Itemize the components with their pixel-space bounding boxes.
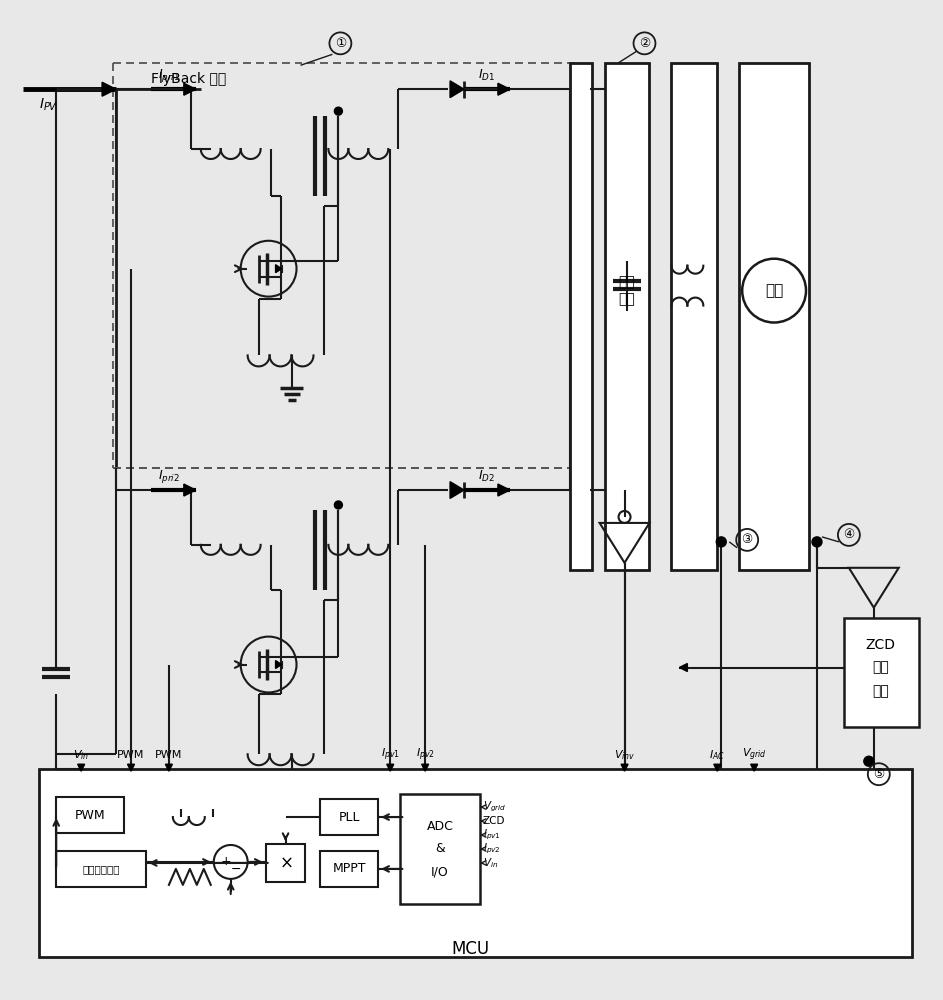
Text: ①: ①	[335, 37, 346, 50]
Text: PLL: PLL	[339, 811, 360, 824]
Polygon shape	[679, 664, 687, 671]
Text: ④: ④	[843, 528, 854, 541]
Polygon shape	[714, 764, 720, 771]
Polygon shape	[77, 764, 85, 771]
Text: I/O: I/O	[431, 865, 449, 878]
Text: $\times$: $\times$	[279, 854, 292, 872]
Text: $I_{pv2}$: $I_{pv2}$	[483, 842, 501, 856]
Polygon shape	[621, 764, 628, 771]
Text: $I_{pri1}$: $I_{pri1}$	[157, 67, 180, 84]
Text: PWM: PWM	[117, 750, 144, 760]
Polygon shape	[102, 82, 116, 96]
Bar	[671, 63, 718, 570]
Text: ADC: ADC	[426, 820, 454, 833]
Bar	[57, 851, 146, 887]
Text: $I_{pv1}$: $I_{pv1}$	[381, 747, 400, 763]
Text: ⑤: ⑤	[873, 768, 885, 781]
Text: ZCD: ZCD	[483, 816, 505, 826]
Polygon shape	[751, 764, 757, 771]
Circle shape	[864, 756, 874, 766]
Polygon shape	[275, 265, 282, 273]
Text: $I_{pv2}$: $I_{pv2}$	[416, 747, 435, 763]
Text: $I_{PV}$: $I_{PV}$	[40, 97, 58, 113]
Text: MPPT: MPPT	[333, 862, 366, 875]
Bar	[57, 797, 124, 833]
Text: 过零: 过零	[872, 661, 889, 675]
Text: 比例积分控制: 比例积分控制	[82, 864, 120, 874]
Text: $I_{AC}$: $I_{AC}$	[709, 748, 725, 762]
Polygon shape	[184, 83, 196, 95]
Text: 检测: 检测	[872, 684, 889, 698]
Polygon shape	[165, 764, 173, 771]
Bar	[570, 63, 591, 570]
Text: $V_{in}$: $V_{in}$	[73, 748, 90, 762]
Polygon shape	[498, 83, 510, 95]
Bar	[844, 618, 918, 727]
Circle shape	[812, 537, 822, 547]
Bar	[266, 844, 306, 882]
Polygon shape	[450, 482, 464, 498]
Bar	[400, 794, 480, 904]
Text: $I_{D2}$: $I_{D2}$	[478, 469, 495, 484]
Bar	[604, 63, 650, 570]
Circle shape	[717, 537, 726, 547]
Text: −: −	[230, 863, 241, 876]
Text: ②: ②	[638, 37, 650, 50]
Circle shape	[335, 107, 342, 115]
Polygon shape	[422, 764, 429, 771]
Bar	[321, 851, 378, 887]
Text: $V_{inv}$: $V_{inv}$	[614, 748, 636, 762]
Text: PWM: PWM	[74, 809, 106, 822]
Polygon shape	[184, 484, 196, 496]
Polygon shape	[450, 81, 464, 98]
Text: $V_{grid}$: $V_{grid}$	[742, 747, 767, 763]
Text: MCU: MCU	[451, 940, 489, 958]
Polygon shape	[387, 764, 394, 771]
Text: $I_{pv1}$: $I_{pv1}$	[483, 828, 501, 842]
Text: 电网: 电网	[765, 283, 784, 298]
Text: $I_{D1}$: $I_{D1}$	[478, 68, 495, 83]
Text: PWM: PWM	[156, 750, 183, 760]
Polygon shape	[498, 484, 510, 496]
Bar	[739, 63, 809, 570]
Text: ③: ③	[741, 533, 753, 546]
Text: ZCD: ZCD	[866, 638, 896, 652]
Text: 桥式
逆变: 桥式 逆变	[619, 276, 635, 306]
Text: FlyBack 变换: FlyBack 变换	[151, 72, 226, 86]
Text: &: &	[436, 842, 445, 855]
Text: +: +	[221, 855, 231, 868]
Polygon shape	[127, 764, 135, 771]
Bar	[321, 799, 378, 835]
Polygon shape	[275, 661, 282, 669]
Bar	[40, 769, 912, 957]
Text: $I_{pri2}$: $I_{pri2}$	[158, 468, 180, 485]
Circle shape	[335, 501, 342, 509]
Text: $V_{in}$: $V_{in}$	[483, 856, 498, 870]
Text: $V_{grid}$: $V_{grid}$	[483, 800, 506, 814]
